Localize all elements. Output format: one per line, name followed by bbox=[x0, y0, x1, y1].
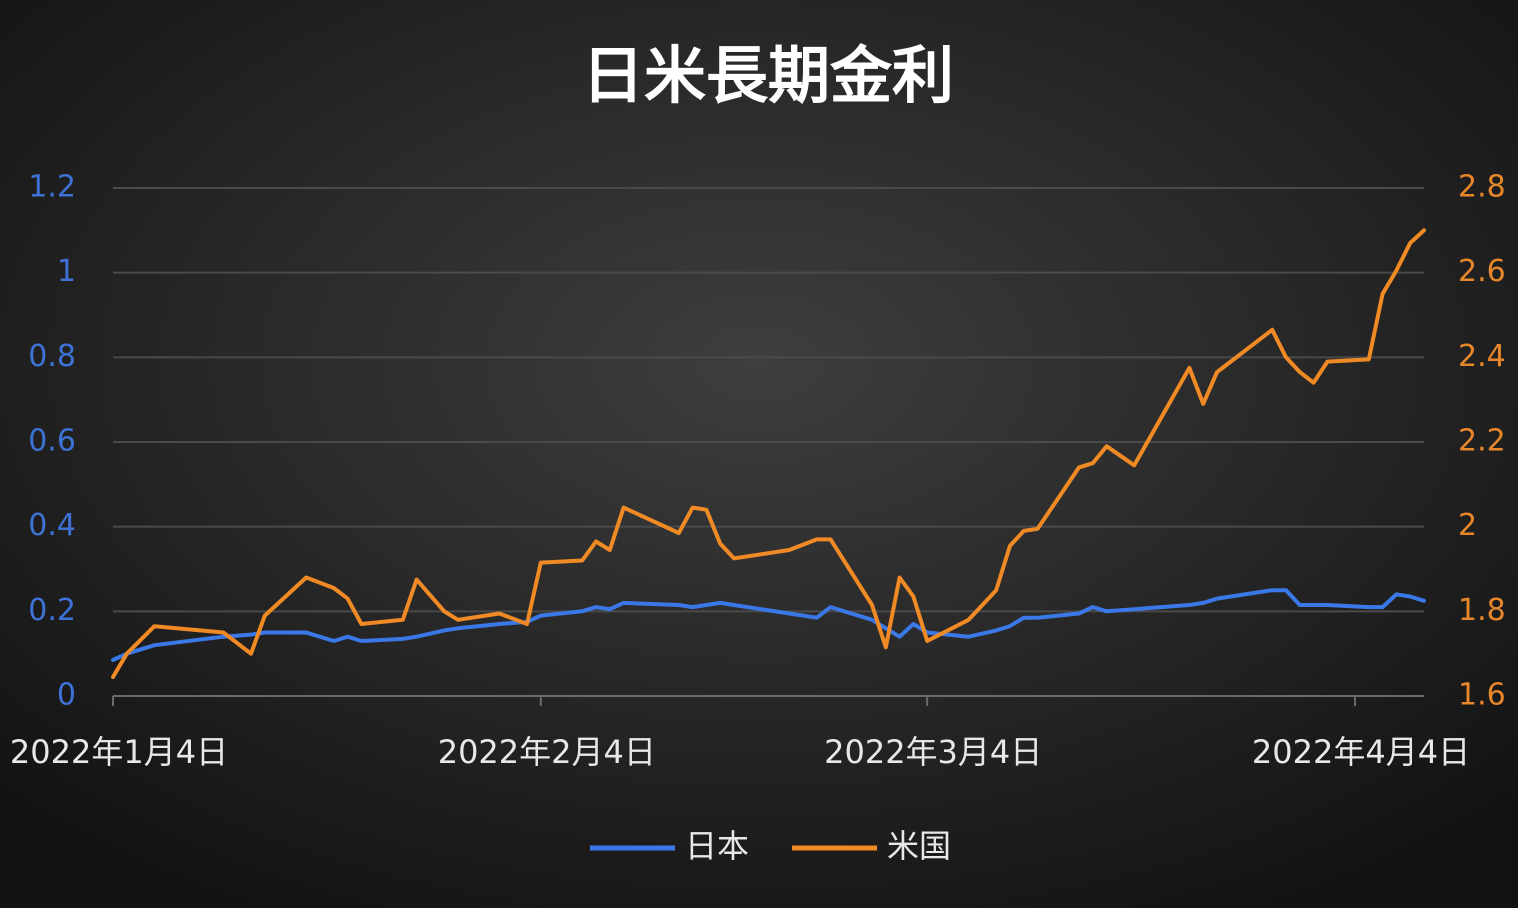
y-tick-label: 0.4 bbox=[28, 508, 76, 543]
y-tick-label: 1.2 bbox=[28, 170, 76, 205]
legend-label: 米国 bbox=[887, 827, 951, 865]
y-tick-label: 0 bbox=[57, 678, 76, 713]
y-tick-label: 0.2 bbox=[28, 593, 76, 628]
y-tick-label: 0.6 bbox=[28, 424, 76, 459]
y2-tick-label: 2.8 bbox=[1458, 170, 1506, 205]
series-line bbox=[111, 588, 1426, 662]
y-tick-label: 0.8 bbox=[28, 339, 76, 374]
y-tick-label: 1 bbox=[57, 254, 76, 289]
chart-title: 日米長期金利 bbox=[582, 39, 954, 112]
y2-tick-label: 1.8 bbox=[1458, 593, 1506, 628]
series-line bbox=[111, 228, 1426, 679]
legend-label: 日本 bbox=[685, 827, 749, 865]
x-tick-label: 2022年4月4日 bbox=[1252, 733, 1470, 771]
y2-tick-label: 2.4 bbox=[1458, 339, 1506, 374]
y2-tick-label: 1.6 bbox=[1458, 678, 1506, 713]
x-tick-label: 2022年2月4日 bbox=[438, 733, 656, 771]
y2-tick-label: 2 bbox=[1458, 508, 1477, 543]
y2-tick-label: 2.2 bbox=[1458, 424, 1506, 459]
x-tick-label: 2022年3月4日 bbox=[824, 733, 1042, 771]
y2-tick-label: 2.6 bbox=[1458, 254, 1506, 289]
x-tick-label: 2022年1月4日 bbox=[10, 733, 228, 771]
